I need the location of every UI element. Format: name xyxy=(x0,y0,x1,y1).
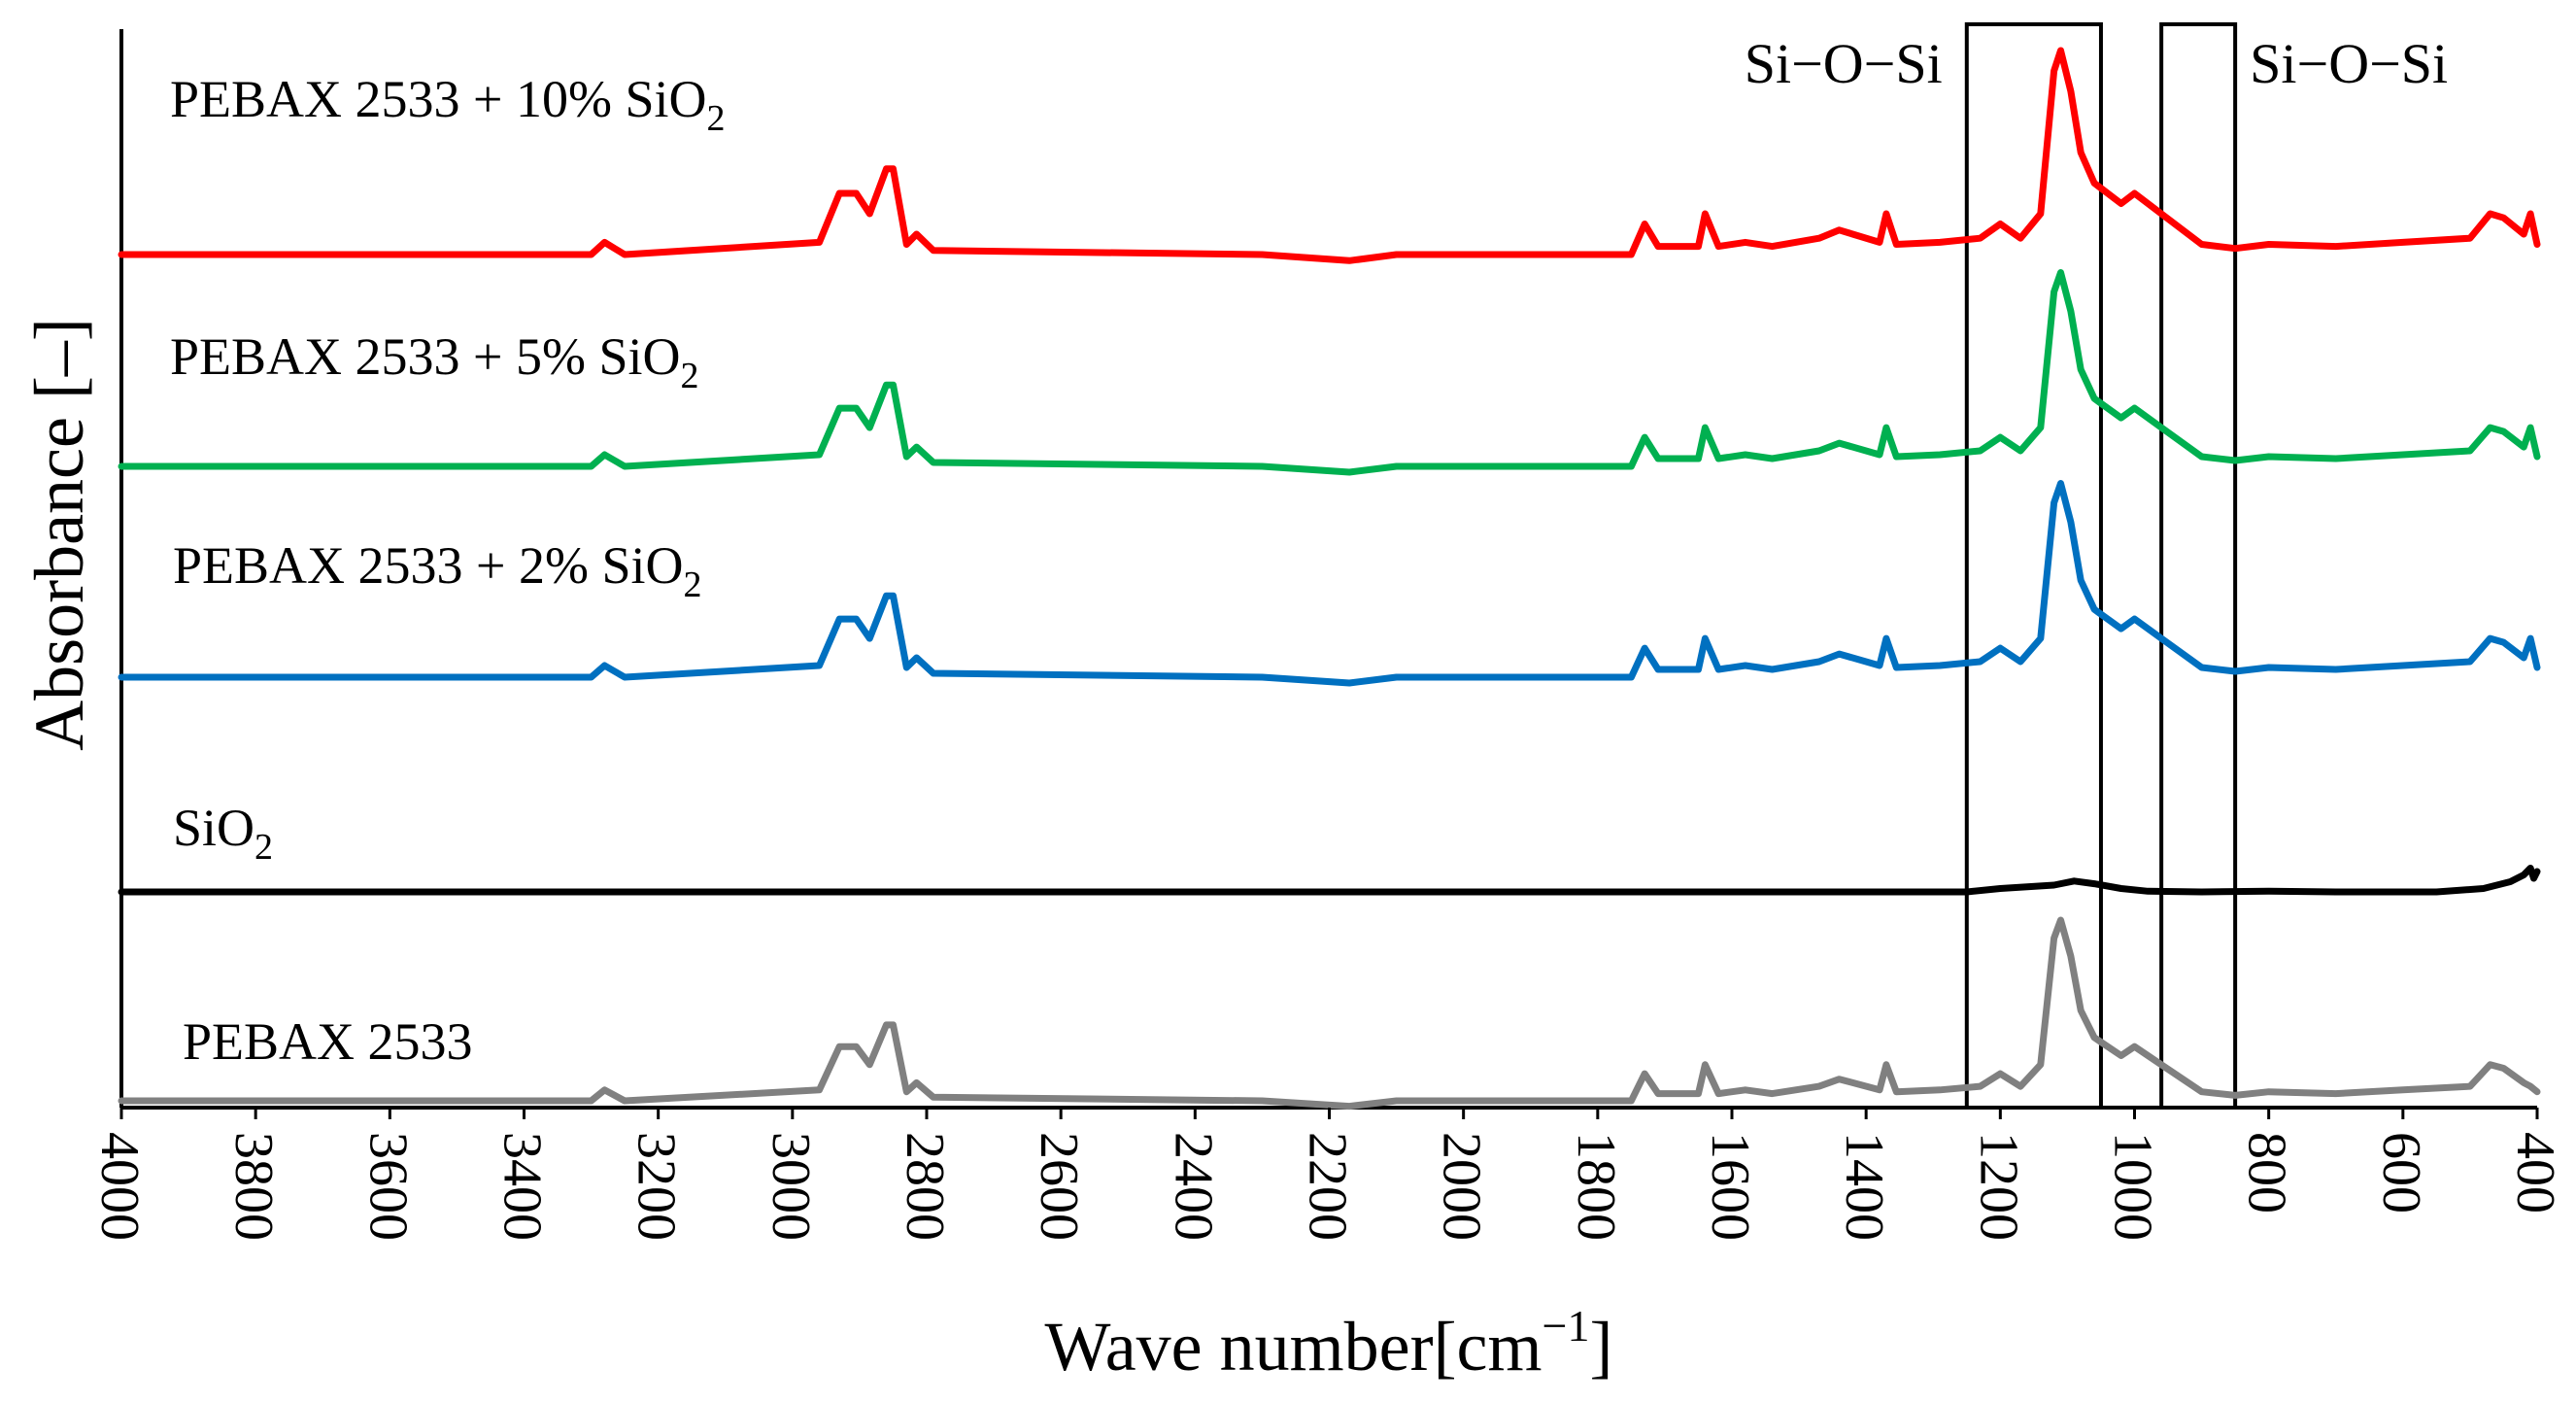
x-tick-label-3000: 3000 xyxy=(761,1132,821,1241)
si-o-si-label-1: Si−O−Si xyxy=(1745,32,1943,95)
x-tick-label-400: 400 xyxy=(2505,1132,2565,1214)
x-tick-label-2600: 2600 xyxy=(1029,1132,1089,1241)
x-tick-label-1000: 1000 xyxy=(2103,1132,2163,1241)
x-tick-label-3200: 3200 xyxy=(627,1132,687,1241)
y-axis-title: Absorbance [–] xyxy=(20,318,98,751)
x-tick-label-800: 800 xyxy=(2237,1132,2297,1214)
series-group xyxy=(118,47,2541,1111)
series-label-pebax-2: PEBAX 2533 + 2% SiO2 xyxy=(173,536,702,605)
x-tick-label-3800: 3800 xyxy=(223,1132,284,1241)
x-tick-label-2000: 2000 xyxy=(1432,1132,1492,1241)
x-tick-label-2800: 2800 xyxy=(895,1132,955,1241)
si-o-si-box-1 xyxy=(1964,22,2103,1110)
x-tick-label-3600: 3600 xyxy=(357,1132,418,1241)
series-line-1 xyxy=(118,269,2541,476)
x-tick-label-2200: 2200 xyxy=(1298,1132,1358,1241)
x-tick-labels: 4000 3800 3600 3400 3200 3000 2800 2600 2400 2200… xyxy=(89,1108,2565,1241)
x-tick-label-1400: 1400 xyxy=(1834,1132,1894,1241)
series-label-pebax: PEBAX 2533 xyxy=(183,1012,473,1071)
series-line-3 xyxy=(118,865,2541,896)
x-tick-label-600: 600 xyxy=(2371,1132,2431,1214)
series-label-pebax-10: PEBAX 2533 + 10% SiO2 xyxy=(170,70,726,139)
x-tick-label-1200: 1200 xyxy=(1968,1132,2028,1241)
series-label-pebax-5: PEBAX 2533 + 5% SiO2 xyxy=(170,327,699,396)
x-tick-label-3400: 3400 xyxy=(492,1132,553,1241)
si-o-si-box-2 xyxy=(2159,22,2238,1110)
x-tick-label-4000: 4000 xyxy=(89,1132,150,1241)
series-line-0 xyxy=(118,47,2541,264)
series-label-sio2: SiO2 xyxy=(173,799,273,868)
x-tick-label-1800: 1800 xyxy=(1566,1132,1626,1241)
x-tick-label-2400: 2400 xyxy=(1163,1132,1223,1241)
x-tick-label-1600: 1600 xyxy=(1700,1132,1760,1241)
series-line-2 xyxy=(118,480,2541,687)
series-line-4 xyxy=(118,916,2541,1111)
si-o-si-label-2: Si−O−Si xyxy=(2250,32,2448,95)
x-axis-title: Wave number[cm−1] xyxy=(1045,1301,1613,1385)
